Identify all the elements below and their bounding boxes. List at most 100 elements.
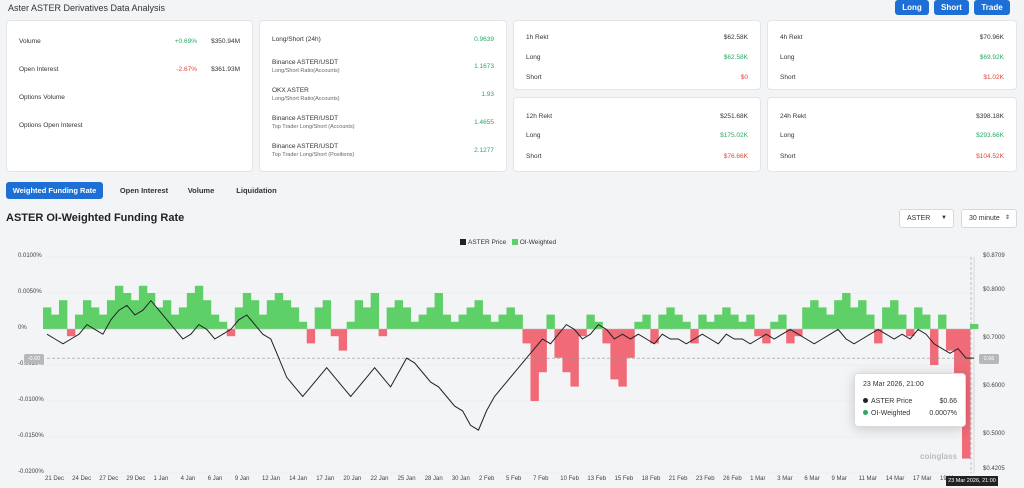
funding-positive-bar	[458, 314, 467, 329]
tab-volume[interactable]: Volume	[187, 186, 215, 195]
funding-positive-bar	[258, 314, 268, 329]
trade-button[interactable]: Trade	[974, 0, 1010, 15]
funding-positive-bar	[826, 314, 835, 329]
page-title: Aster ASTER Derivatives Data Analysis	[8, 3, 166, 13]
oi-legend-swatch	[511, 239, 518, 246]
rekt-1h-short-label: Short	[526, 74, 542, 81]
x-tick-label: 21 Dec	[45, 476, 65, 482]
funding-positive-bar	[802, 307, 811, 329]
funding-positive-bar	[882, 307, 891, 329]
x-tick-label: 13 Feb	[587, 476, 607, 482]
funding-positive-bar	[858, 300, 867, 329]
funding-positive-bar	[346, 321, 356, 329]
caret-down-icon: ▼	[941, 215, 947, 221]
funding-rate-chart[interactable]	[0, 248, 1024, 488]
tab-open-interest[interactable]: Open Interest	[119, 186, 169, 195]
options-volume-label: Options Volume	[19, 94, 65, 101]
okx-ratio-value: 1.93	[481, 91, 494, 98]
funding-negative-bar	[762, 329, 771, 344]
funding-positive-bar	[666, 307, 675, 329]
tab-liquidation[interactable]: Liquidation	[236, 186, 277, 195]
binance-ratio-accounts-value: 1.1673	[474, 63, 494, 70]
x-tick-label: 26 Feb	[723, 476, 742, 482]
funding-positive-bar	[586, 314, 595, 329]
rekt-24h-total: $398.18K	[976, 113, 1004, 120]
funding-positive-bar	[850, 307, 859, 329]
binance-top-accounts-label: Binance ASTER/USDT	[272, 115, 339, 122]
y-right-tick-label: $0.4205	[983, 466, 1005, 472]
x-tick-label: 14 Jan	[289, 476, 308, 482]
y-left-tick-label: 0.0100%	[18, 253, 42, 259]
tab-weighted-funding-rate[interactable]: Weighted Funding Rate	[6, 182, 103, 199]
oi-legend-label[interactable]: OI-Weighted	[519, 239, 557, 246]
funding-positive-bar	[922, 314, 931, 329]
funding-negative-bar	[306, 329, 316, 344]
x-tick-label: 9 Jan	[234, 476, 250, 482]
funding-positive-bar	[210, 314, 220, 329]
interval-select[interactable]: 30 minute ⇕	[961, 209, 1017, 228]
funding-positive-bar	[218, 321, 228, 329]
x-tick-label: 23 Feb	[695, 476, 715, 482]
funding-positive-bar	[682, 321, 691, 329]
funding-negative-bar	[618, 329, 627, 387]
funding-positive-bar	[490, 321, 499, 329]
funding-positive-bar	[730, 314, 739, 329]
funding-negative-bar	[530, 329, 539, 401]
cursor-date-label: 23 Mar 2026, 21:00	[946, 476, 998, 486]
y-right-tick-label: $0.5000	[983, 430, 1005, 437]
funding-positive-bar	[122, 293, 132, 329]
funding-positive-bar	[546, 314, 555, 329]
y-right-tick-label: $0.6000	[983, 382, 1005, 389]
funding-positive-bar	[322, 300, 332, 329]
funding-negative-bar	[330, 329, 340, 337]
funding-positive-bar	[474, 300, 483, 329]
funding-positive-bar	[43, 307, 52, 329]
rekt-4h-long-label: Long	[780, 54, 795, 61]
rekt-1h-card: 1h Rekt $62.58K Long $62.58K Short $0	[513, 20, 761, 90]
tooltip-price-label: ASTER Price	[871, 398, 913, 405]
x-tick-label: 1 Jan	[153, 476, 169, 482]
watermark: coinglass	[920, 452, 957, 461]
x-tick-label: 12 Jan	[261, 476, 280, 482]
funding-positive-bar	[170, 314, 180, 329]
x-tick-label: 20 Jan	[343, 476, 362, 482]
y-left-tick-label: -0.0150%	[18, 433, 44, 439]
funding-positive-bar	[498, 314, 507, 329]
y-left-tick-label: -0.0200%	[18, 469, 44, 475]
funding-positive-bar	[706, 321, 715, 329]
funding-positive-bar	[362, 307, 372, 329]
oi-dot-icon	[863, 410, 868, 415]
funding-positive-bar	[234, 307, 244, 329]
rekt-12h-short: $76.66K	[723, 153, 748, 160]
funding-positive-bar	[138, 285, 148, 329]
funding-negative-bar	[578, 329, 587, 337]
y-right-tick-label: $0.8000	[983, 287, 1005, 293]
funding-positive-bar	[866, 314, 875, 329]
x-tick-label: 9 Mar	[831, 476, 847, 482]
rekt-1h-long: $62.58K	[723, 54, 748, 61]
x-tick-label: 6 Jan	[207, 476, 223, 482]
binance-ratio-accounts-sub: Long/Short Ratio(Accounts)	[272, 68, 340, 74]
funding-positive-bar	[642, 314, 651, 329]
open-interest-change: -2.67%	[176, 66, 197, 73]
funding-positive-bar	[970, 323, 979, 329]
tooltip-date: 23 Mar 2026, 21:00	[863, 381, 924, 388]
rekt-24h-title: 24h Rekt	[780, 113, 807, 120]
rekt-24h-card: 24h Rekt $398.18K Long $293.66K Short $104.…	[767, 97, 1017, 172]
long-button[interactable]: Long	[895, 0, 929, 15]
long-short-value: 0.9639	[474, 36, 494, 43]
rekt-24h-short: $104.52K	[976, 153, 1004, 160]
funding-positive-bar	[698, 314, 707, 329]
price-legend-label[interactable]: ASTER Price	[468, 239, 507, 246]
funding-negative-bar	[538, 329, 547, 373]
long-short-card: Long/Short (24h) 0.9639 Binance ASTER/US…	[259, 20, 507, 172]
funding-negative-bar	[794, 329, 803, 337]
short-button[interactable]: Short	[934, 0, 969, 15]
market-overview-card: Volume +0.69% $350.94M Open Interest -2.…	[6, 20, 253, 172]
funding-positive-bar	[242, 293, 252, 329]
rekt-12h-card: 12h Rekt $251.68K Long $175.02K Short $76.6…	[513, 97, 761, 172]
symbol-select[interactable]: ASTER ▼	[899, 209, 954, 228]
funding-positive-bar	[410, 321, 419, 329]
tooltip-price-value: $0.66	[939, 398, 957, 405]
long-short-label: Long/Short (24h)	[272, 36, 321, 43]
